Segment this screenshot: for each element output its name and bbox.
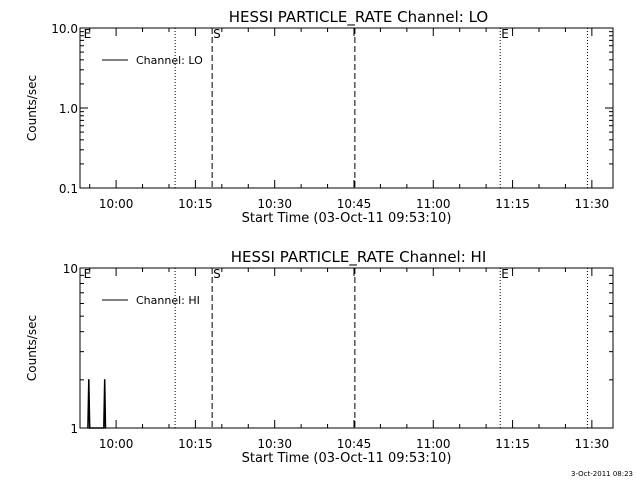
y-axis-label: Counts/sec: [25, 75, 39, 141]
x-tick-label: 11:15: [495, 437, 530, 451]
x-tick-label: 11:00: [416, 197, 451, 211]
x-tick-label: 11:15: [495, 197, 530, 211]
x-tick-label: 10:15: [178, 437, 213, 451]
x-axis-label: Start Time (03-Oct-11 09:53:10): [242, 211, 452, 226]
y-tick-label: 1: [70, 422, 78, 436]
event-marker-label: E: [501, 27, 509, 41]
legend-label: Channel: LO: [136, 54, 203, 67]
x-tick-label: 10:00: [99, 197, 134, 211]
event-marker-label: S: [213, 267, 221, 281]
data-point: [102, 427, 105, 429]
x-tick-label: 10:30: [257, 197, 292, 211]
data-point: [104, 427, 107, 429]
y-tick-label: 10: [63, 262, 78, 276]
x-tick-label: 10:30: [257, 437, 292, 451]
data-point: [87, 427, 89, 429]
x-tick-label: 11:30: [575, 437, 610, 451]
event-marker-label: E: [84, 267, 92, 281]
chart-title: HESSI PARTICLE_RATE Channel: LO: [229, 8, 488, 27]
event-marker-label: E: [501, 267, 509, 281]
x-tick-label: 10:15: [178, 197, 213, 211]
x-tick-label: 10:00: [99, 437, 134, 451]
y-tick-label: 10.0: [51, 22, 78, 36]
chart-title: HESSI PARTICLE_RATE Channel: HI: [231, 248, 487, 267]
event-marker-label: S: [213, 27, 221, 41]
x-tick-label: 10:45: [337, 197, 372, 211]
data-point: [103, 379, 106, 381]
x-tick-label: 11:30: [575, 197, 610, 211]
x-axis-label: Start Time (03-Oct-11 09:53:10): [242, 451, 452, 466]
y-axis-label: Counts/sec: [25, 315, 39, 381]
legend-label: Channel: HI: [136, 294, 200, 307]
plot-frame: [79, 267, 614, 429]
series-line: [87, 379, 107, 429]
data-point: [88, 379, 90, 381]
plot-frame: [79, 27, 614, 189]
data-point: [88, 427, 91, 429]
y-tick-label: 0.1: [59, 182, 78, 196]
y-tick-label: 1.0: [59, 102, 78, 116]
event-marker-label: E: [84, 27, 92, 41]
footer-timestamp: 3-Oct-2011 08:23: [571, 470, 633, 478]
x-tick-label: 11:00: [416, 437, 451, 451]
x-tick-label: 10:45: [337, 437, 372, 451]
